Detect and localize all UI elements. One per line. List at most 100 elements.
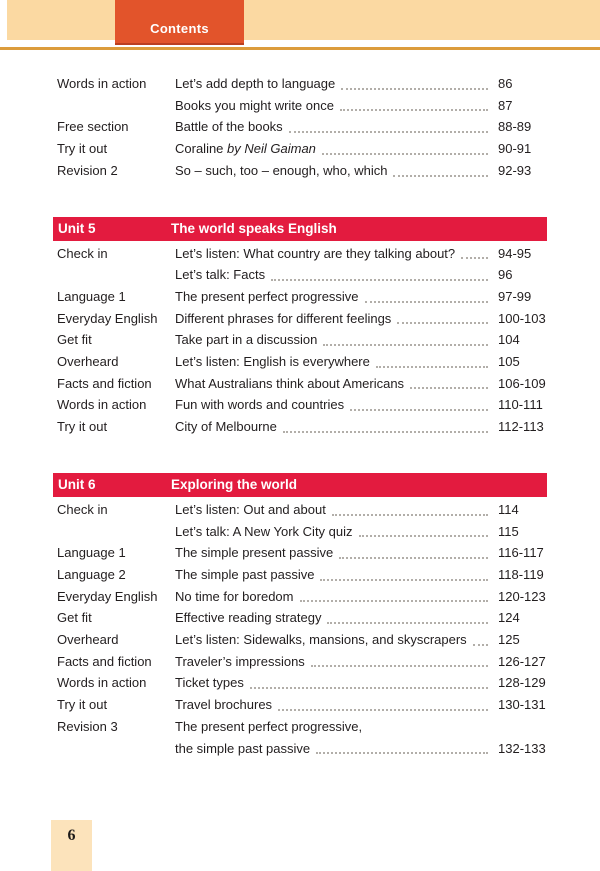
unit-banner-title: Exploring the world <box>171 477 298 493</box>
row-label: Overheard <box>57 354 119 370</box>
row-pages: 96 <box>498 267 513 283</box>
dotted-leader <box>331 513 488 516</box>
dotted-leader <box>249 687 488 690</box>
unit-banner-number: Unit 6 <box>58 477 96 493</box>
row-title: No time for boredom <box>175 588 294 604</box>
row-pages: 126-127 <box>498 653 546 669</box>
row-label: Facts and fiction <box>57 653 152 669</box>
row-label: Words in action <box>57 675 147 691</box>
toc-row: Free section Battle of the books 88-89 <box>53 116 547 138</box>
toc-row: Try it out Coraline by Neil Gaiman 90-91 <box>53 138 547 160</box>
unit-banner: Unit 6 Exploring the world <box>53 472 547 497</box>
dotted-leader <box>323 344 488 347</box>
row-title: The present perfect progressive, <box>175 718 363 734</box>
row-title: Ticket types <box>175 675 244 691</box>
dotted-leader <box>350 409 488 412</box>
row-title: Let’s talk: Facts <box>175 267 266 283</box>
dotted-leader <box>364 300 488 303</box>
row-title: What Australians think about Americans <box>175 375 405 391</box>
page-number: 6 <box>67 827 76 844</box>
row-pages: 116-117 <box>498 545 544 561</box>
dotted-leader <box>339 109 488 112</box>
row-label: Try it out <box>57 141 108 157</box>
row-title: Let’s talk: A New York City quiz <box>175 523 353 539</box>
row-title: Fun with words and countries <box>175 397 345 413</box>
dotted-leader <box>472 643 488 646</box>
toc-row: Words in action Fun with words and countr… <box>53 394 547 416</box>
row-pages: 128-129 <box>498 675 546 691</box>
row-title: Let’s listen: Out and about <box>175 501 326 517</box>
unit-banner: Unit 5 The world speaks English <box>53 216 547 241</box>
dotted-leader <box>321 152 488 155</box>
dotted-leader <box>397 322 488 325</box>
dotted-leader <box>393 174 488 177</box>
row-label: Everyday English <box>57 588 158 604</box>
toc-row: Let’s talk: Facts 96 <box>53 264 547 286</box>
row-title-italic: by Neil Gaiman <box>227 141 316 157</box>
toc-row: Overheard Let’s listen: English is everyw… <box>53 351 547 373</box>
row-label: Try it out <box>57 697 108 713</box>
row-title: Books you might write once <box>175 97 334 113</box>
row-pages: 118-119 <box>498 566 544 582</box>
row-label: Revision 2 <box>57 162 118 178</box>
row-label: Revision 3 <box>57 718 118 734</box>
row-title: Take part in a discussion <box>175 332 318 348</box>
row-pages: 87 <box>498 97 513 113</box>
toc-row: Language 2 The simple past passive 118-119 <box>53 564 547 586</box>
toc-row: Everyday English Different phrases for di… <box>53 308 547 330</box>
row-label: Get fit <box>57 610 92 626</box>
row-title: Let’s add depth to language <box>175 76 336 91</box>
row-pages: 97-99 <box>498 288 532 304</box>
row-title: Let’s listen: What country are they talk… <box>175 245 456 261</box>
dotted-leader <box>299 600 488 603</box>
contents-tab-label: Contents <box>150 21 209 36</box>
row-label: Language 2 <box>57 566 126 582</box>
row-label: Language 1 <box>57 288 126 304</box>
row-title: The present perfect progressive <box>175 288 359 304</box>
row-title: Effective reading strategy <box>175 610 322 626</box>
row-title: Let’s listen: Sidewalks, mansions, and s… <box>175 632 467 648</box>
row-title: So – such, too – enough, who, which <box>175 162 388 178</box>
dotted-leader <box>310 665 488 668</box>
dotted-leader <box>320 578 488 581</box>
toc-row: Check in Let’s listen: What country are t… <box>53 243 547 265</box>
dotted-leader <box>339 556 488 559</box>
row-pages: 110-111 <box>498 397 543 413</box>
toc-row: Words in action Ticket types 128-129 <box>53 672 547 694</box>
toc-row: Books you might write once 87 <box>53 95 547 117</box>
unit-banner-title: The world speaks English <box>171 221 337 237</box>
row-title: Coraline by Neil Gaiman <box>175 141 316 157</box>
row-pages: 90-91 <box>498 141 532 157</box>
dotted-leader <box>461 257 488 260</box>
toc-row: Language 1 The present perfect progressiv… <box>53 286 547 308</box>
row-label: Check in <box>57 501 108 517</box>
row-title: Travel brochures <box>175 697 273 713</box>
header-rule <box>0 47 600 50</box>
dotted-leader <box>375 365 488 368</box>
row-title: Battle of the books <box>175 119 283 135</box>
row-label: Facts and fiction <box>57 375 152 391</box>
row-label: Check in <box>57 245 108 261</box>
dotted-leader <box>358 535 488 538</box>
toc-row: Let’s talk: A New York City quiz 115 <box>53 521 547 543</box>
row-pages: 114 <box>498 501 519 517</box>
toc-row: the simple past passive 132-133 <box>53 738 547 760</box>
toc-row: Try it out Travel brochures 130-131 <box>53 694 547 716</box>
row-label: Try it out <box>57 419 108 435</box>
row-pages: 92-93 <box>498 162 532 178</box>
row-pages: 88-89 <box>498 119 532 135</box>
row-pages: 115 <box>498 523 519 539</box>
dotted-leader <box>327 622 488 625</box>
toc-sections: Words in action Let’s add depth to langua… <box>53 73 547 759</box>
row-pages: 124 <box>498 610 520 626</box>
toc-row: Revision 2 So – such, too – enough, who, … <box>53 160 547 182</box>
row-label: Language 1 <box>57 545 126 561</box>
dotted-leader <box>271 278 488 281</box>
row-title: Traveler’s impressions <box>175 653 305 669</box>
dotted-leader <box>282 430 488 433</box>
row-label: Words in action <box>57 397 147 413</box>
row-pages: 105 <box>498 354 520 370</box>
toc-row: Get fit Take part in a discussion 104 <box>53 329 547 351</box>
row-title: The simple present passive <box>175 545 334 561</box>
toc-row: Try it out City of Melbourne 112-113 <box>53 416 547 438</box>
